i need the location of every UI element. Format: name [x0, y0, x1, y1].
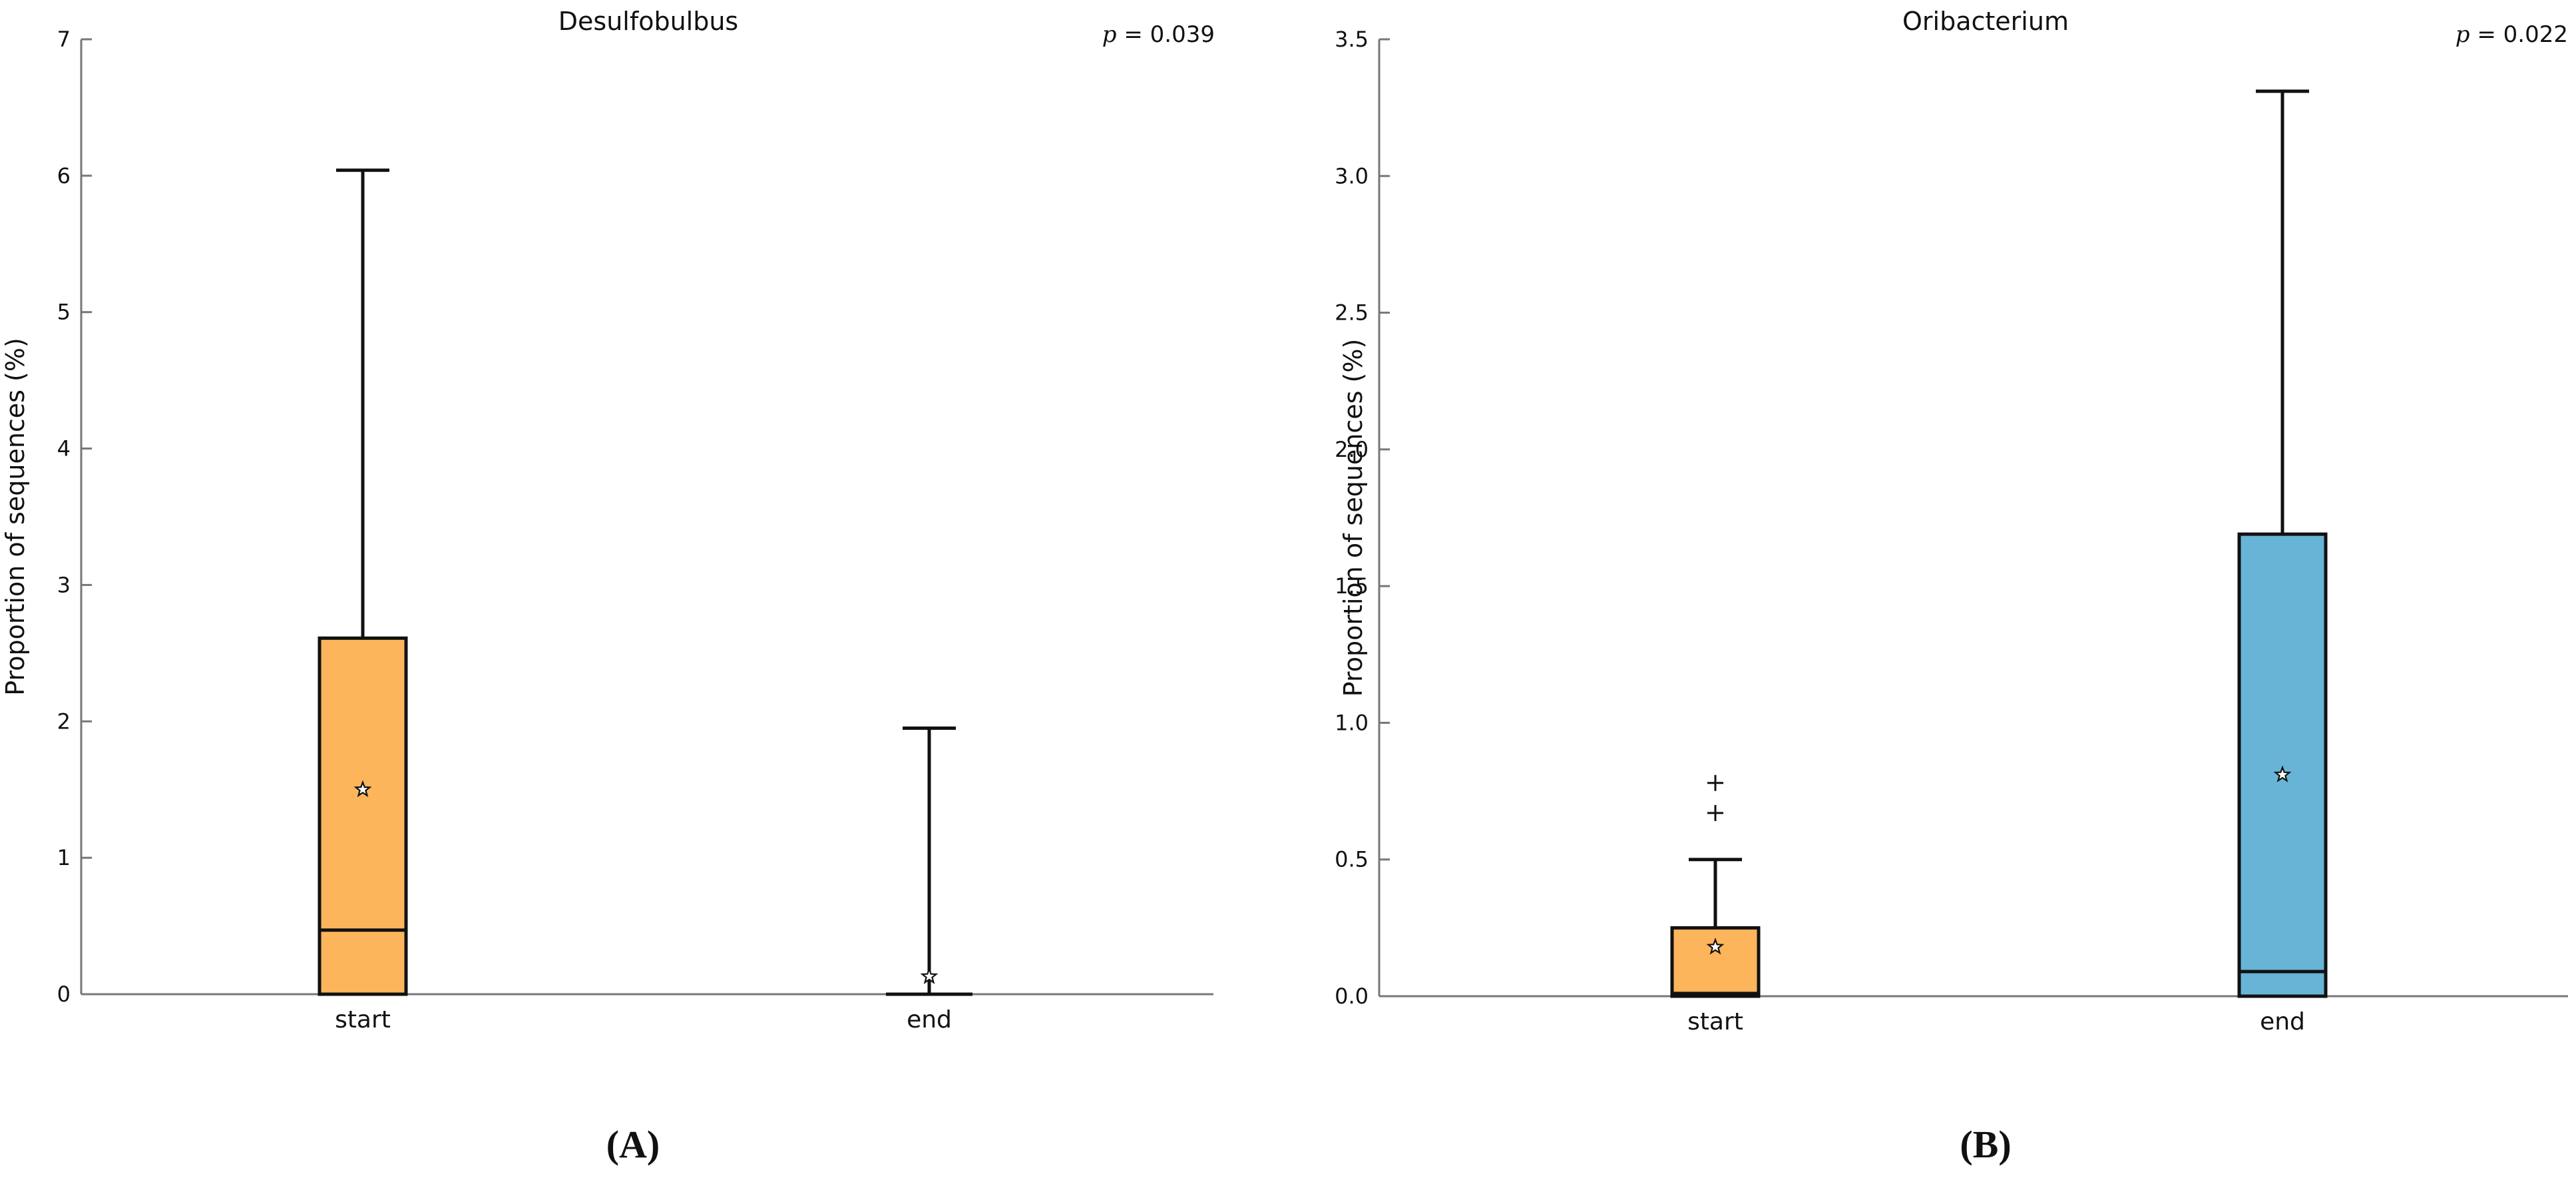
y-tick-label: 1 [57, 845, 71, 870]
box-start: start [318, 168, 408, 1033]
outlier-marker [1707, 804, 1723, 821]
y-tick-label: 0.0 [1335, 984, 1369, 1009]
y-tick-label: 3.5 [1335, 27, 1369, 52]
x-tick-label: end [2260, 1008, 2305, 1035]
y-tick-label: 4 [57, 436, 71, 461]
box-iqr [2237, 532, 2328, 998]
mean-marker [2273, 765, 2292, 782]
outlier-marker [1707, 774, 1723, 791]
p-value-label: p = 0.039 [1102, 21, 1215, 48]
chart-title: Desulfobulbus [558, 7, 738, 36]
mean-marker [1706, 937, 1725, 955]
mean-marker [353, 780, 372, 798]
box-end: end [886, 727, 972, 1033]
y-axis-title: Proportion of sequences (%) [1, 338, 30, 696]
x-tick-label: start [335, 1006, 391, 1033]
y-tick-label: 7 [57, 27, 71, 52]
panel-label: (B) [1960, 1123, 2011, 1166]
mean-marker [920, 967, 939, 984]
y-tick-label: 0 [57, 982, 71, 1007]
panel-label: (A) [606, 1123, 660, 1166]
p-value-label: p = 0.022 [2456, 21, 2568, 48]
chart-panel-a: 0 1 2 3 4 5 6 7 Proportion of sequences (%) Desul… [1, 7, 1215, 1166]
box-iqr [318, 636, 408, 996]
y-tick-label: 6 [57, 163, 71, 188]
y-tick-label: 1.5 [1335, 573, 1369, 599]
y-tick-label: 3.0 [1335, 163, 1369, 188]
y-tick-label: 5 [57, 300, 71, 325]
y-axis-title: Proportion of sequences (%) [1339, 339, 1368, 697]
x-tick-label: end [907, 1006, 952, 1033]
y-tick-label: 1.0 [1335, 710, 1369, 735]
box-start: start [1670, 774, 1761, 1035]
y-tick-label: 0.5 [1335, 847, 1369, 872]
x-tick-label: start [1687, 1008, 1743, 1035]
chart-title: Oribacterium [1902, 7, 2069, 36]
y-tick-label: 3 [57, 572, 71, 597]
chart-panel-b: 0.0 0.5 1.0 1.5 2.0 2.5 3.0 3.5 Proportion of se… [1335, 7, 2568, 1166]
y-tick-label: 2.5 [1335, 300, 1369, 326]
y-tick-label: 2 [57, 709, 71, 734]
y-tick-label: 2.0 [1335, 437, 1369, 462]
box-end: end [2237, 89, 2328, 1035]
